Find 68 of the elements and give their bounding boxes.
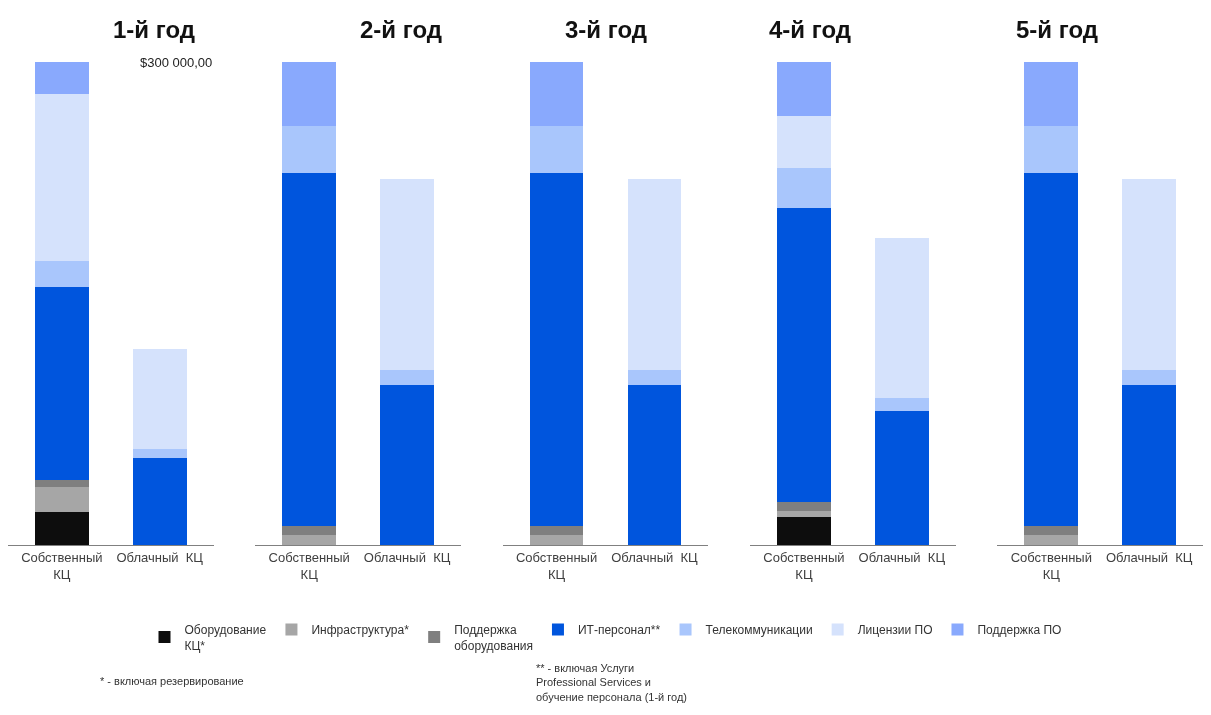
- bar: [132, 348, 187, 450]
- bar: [627, 178, 682, 370]
- bar: [1024, 126, 1079, 174]
- x-tick-label: Собственный КЦ: [1010, 549, 1092, 582]
- bar: [777, 167, 831, 209]
- text: ** - включая Услуги Professional Services и обучение персонала (1-й год): [536, 662, 688, 703]
- bar: [627, 369, 682, 386]
- bar: [777, 517, 831, 545]
- bar: [1024, 525, 1079, 536]
- bar: [34, 61, 89, 95]
- legend-label: Поддержка ПО: [977, 623, 1062, 638]
- legend-label: Инфраструктура*: [311, 623, 410, 638]
- bar: [282, 61, 337, 127]
- bar: [1122, 385, 1177, 545]
- bar: [529, 525, 584, 536]
- x-tick-label: Собственный КЦ: [21, 549, 103, 582]
- bar: [777, 208, 831, 503]
- bar: [34, 286, 89, 480]
- bar: [1024, 173, 1079, 526]
- bar: [282, 126, 337, 174]
- bar: [1122, 178, 1177, 370]
- bar: [34, 94, 89, 261]
- bar: [380, 385, 434, 545]
- x-tick-label: Облачный КЦ: [1105, 549, 1193, 565]
- x-tick-label: Облачный КЦ: [858, 549, 946, 565]
- bar: [529, 61, 584, 127]
- legend-label: Лицензии ПО: [857, 623, 933, 638]
- bar: [34, 511, 89, 545]
- bar: [777, 61, 831, 116]
- bar: [282, 525, 337, 536]
- bar: [132, 449, 187, 458]
- chart-title: 2-й год: [360, 16, 443, 43]
- text: * - включая резервирование: [100, 675, 244, 687]
- bar: [777, 502, 831, 511]
- x-tick-label: Собственный КЦ: [515, 549, 598, 582]
- bar: [874, 411, 929, 545]
- bar: [380, 369, 434, 386]
- legend-label: ИТ-персонал**: [577, 623, 661, 638]
- bar: [34, 487, 89, 512]
- bar: [1122, 369, 1177, 386]
- bar: [282, 173, 337, 526]
- bar: [380, 178, 434, 370]
- chart-title: 5-й год: [1016, 16, 1099, 43]
- bar: [1024, 61, 1079, 127]
- bar: [34, 479, 89, 488]
- bar: [529, 126, 584, 174]
- x-tick-label: Собственный КЦ: [763, 549, 845, 582]
- legend-label: Оборудование КЦ*: [184, 622, 267, 653]
- bar: [529, 535, 584, 545]
- chart-title: 3-й год: [565, 16, 648, 43]
- bar: [874, 238, 929, 399]
- legend-label: Поддержка оборудования: [454, 622, 533, 653]
- bar: [777, 115, 831, 168]
- bar: [529, 173, 584, 526]
- chart-title: 1-й год: [113, 16, 196, 43]
- bar: [1024, 535, 1079, 545]
- bar: [874, 398, 929, 412]
- chart-title: 4-й год: [769, 16, 852, 43]
- annotation: $300 000,00: [140, 55, 213, 70]
- x-tick-label: Собственный КЦ: [268, 549, 350, 582]
- bar: [132, 457, 187, 545]
- x-tick-label: Облачный КЦ: [116, 549, 204, 565]
- legend-label: Телекоммуникации: [705, 623, 813, 638]
- bar: [627, 385, 682, 545]
- bar: [282, 535, 337, 545]
- x-tick-label: Облачный КЦ: [363, 549, 451, 565]
- x-tick-label: Облачный КЦ: [611, 549, 699, 565]
- bar: [34, 260, 89, 287]
